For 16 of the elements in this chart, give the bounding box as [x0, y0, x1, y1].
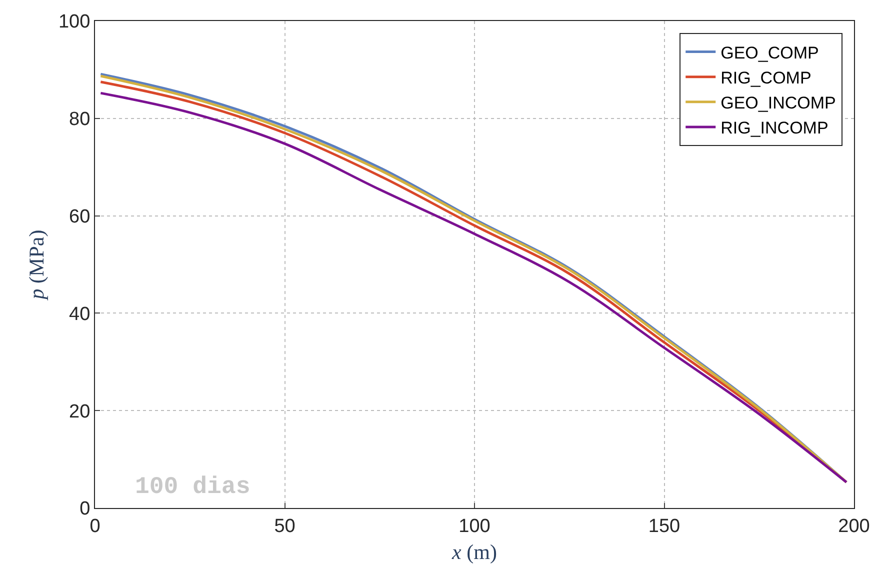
y-axis-title: p (MPa)	[24, 230, 49, 302]
y-tick-label: 80	[69, 109, 90, 130]
y-tick-label: 40	[69, 304, 90, 325]
legend-label: RIG_COMP	[720, 68, 812, 88]
x-tick-label: 150	[648, 516, 680, 537]
y-tick-label: 20	[69, 401, 90, 422]
legend-label: RIG_INCOMP	[720, 118, 828, 138]
y-tick-label: 0	[80, 498, 90, 520]
x-tick-label: 100	[458, 516, 490, 537]
y-tick-label: 60	[69, 206, 90, 228]
legend-label: GEO_COMP	[720, 43, 819, 62]
y-tick-label: 100	[58, 12, 90, 33]
x-tick-label: 200	[838, 516, 870, 537]
x-tick-label: 50	[274, 516, 296, 537]
x-axis-title: x (m)	[451, 540, 497, 564]
legend-label: GEO_INCOMP	[720, 94, 836, 113]
